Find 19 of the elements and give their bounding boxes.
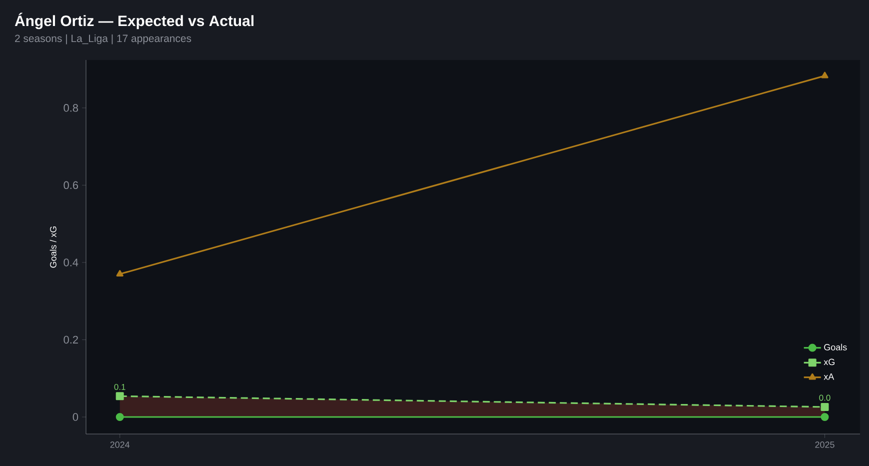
point: [820, 412, 829, 421]
point: [116, 412, 124, 421]
y-tick-label: 0.4: [64, 258, 78, 266]
y-tick-label: 0: [72, 413, 78, 421]
x-tick-label: 2024: [110, 442, 130, 448]
point: [116, 392, 124, 400]
point: [820, 402, 829, 411]
y-tick-label: 0.6: [64, 181, 78, 190]
x-tick-label: 2025: [815, 442, 834, 448]
legend-label: xG: [824, 358, 834, 366]
y-tick-label: 0.8: [64, 104, 78, 112]
chart-subtitle: 2 seasons | La_Liga | 17 appearances: [15, 34, 192, 44]
legend-label: Goals: [824, 344, 847, 350]
chart-title: Ángel Ortiz — Expected vs Actual: [14, 12, 254, 30]
data-label: 0.0: [819, 394, 830, 401]
y-tick-label: 0.2: [64, 336, 78, 344]
y-axis-title: Goals / xG: [50, 226, 56, 268]
data-label: 0.1: [114, 384, 126, 390]
legend-label: xA: [824, 374, 834, 380]
